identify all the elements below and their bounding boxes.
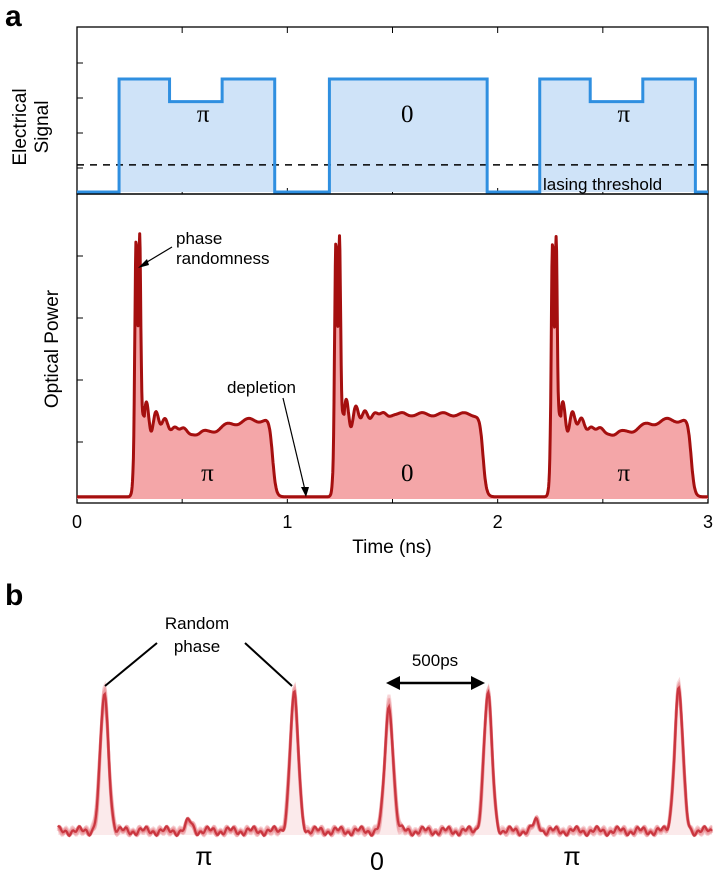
- optical-pulse-label-1: 0: [401, 460, 414, 487]
- depletion-annotation-arrowhead: [301, 487, 309, 497]
- electrical-signal-chart: lasing threshold π 0 π Electrical Signal: [10, 26, 709, 195]
- electrical-signal-line: [77, 77, 708, 194]
- x-tick-labels: 0 1 2 3: [72, 512, 713, 532]
- lasing-threshold-label: lasing threshold: [543, 175, 662, 194]
- random-phase-label-line2: phase: [174, 637, 220, 656]
- phase-annotation-line1: phase: [176, 229, 222, 248]
- spacing-label: 500ps: [412, 651, 458, 670]
- electrical-pulse-label-0: π: [197, 101, 210, 128]
- phase-label-pi-left: π: [195, 843, 212, 871]
- optical-pulse-label-2: π: [618, 460, 631, 487]
- optical-power-fill: [77, 233, 708, 500]
- phase-label-pi-right: π: [563, 843, 580, 871]
- spacing-arrowhead-right: [471, 676, 485, 690]
- x-tick-label-1: 1: [282, 512, 292, 532]
- electrical-pulse-labels: π 0 π: [197, 101, 631, 128]
- depletion-annotation-arrow: [282, 397, 306, 491]
- random-phase-pointer-right: [244, 642, 293, 687]
- phase-annotation-arrowhead: [138, 259, 149, 268]
- optical-power-line: [75, 232, 710, 499]
- electrical-ylabel-line1: Electrical: [10, 88, 31, 165]
- depletion-annotation: depletion: [227, 378, 296, 397]
- x-tick-label-3: 3: [703, 512, 713, 532]
- random-phase-label-line1: Random: [165, 614, 229, 633]
- electrical-pulse-label-1: 0: [401, 101, 414, 128]
- panel-b-label: b: [5, 579, 23, 612]
- interference-trace-chart: Random phase 500ps π 0 π: [56, 614, 714, 876]
- electrical-pulse-label-2: π: [618, 101, 631, 128]
- optical-power-chart: π 0 π 0 1 2 3 Optical Power Time (ns) phase r…: [42, 193, 713, 558]
- optical-pulse-label-0: π: [201, 460, 214, 487]
- x-axis-label: Time (ns): [352, 537, 432, 558]
- random-phase-pointer-left: [104, 642, 158, 687]
- spacing-arrowhead-left: [386, 676, 400, 690]
- electrical-ylabel-line2: Signal: [32, 101, 53, 154]
- panel-a-label: a: [5, 0, 22, 33]
- phase-label-zero: 0: [370, 848, 384, 876]
- optical-pulse-labels: π 0 π: [201, 460, 630, 487]
- optical-ylabel: Optical Power: [42, 289, 63, 408]
- x-tick-label-0: 0: [72, 512, 82, 532]
- x-tick-label-2: 2: [493, 512, 503, 532]
- phase-annotation-line2: randomness: [176, 249, 270, 268]
- trace-centerline: [57, 685, 713, 838]
- electrical-signal-fill: [77, 79, 708, 192]
- interference-trace: [56, 676, 714, 838]
